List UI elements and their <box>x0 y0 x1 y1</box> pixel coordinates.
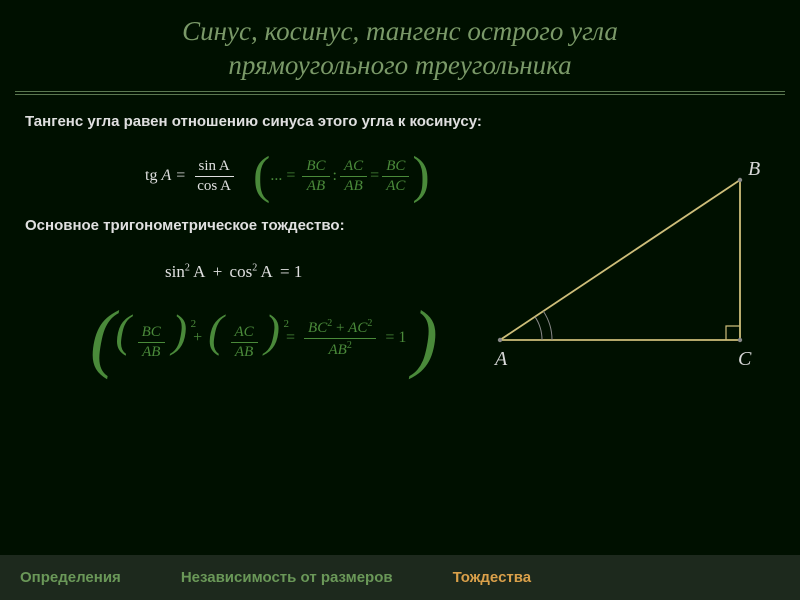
plus-sign: + <box>193 329 202 347</box>
frac-bc-ab: BC AB <box>302 158 329 195</box>
equals-one: = 1 <box>385 329 406 347</box>
title-line-2: прямоугольного треугольника <box>228 50 571 80</box>
vertex-label-b: B <box>748 158 760 181</box>
title-line-1: Синус, косинус, тангенс острого угла <box>182 16 618 46</box>
tg-label: tg <box>145 167 157 185</box>
vertex-label-c: C <box>738 348 751 371</box>
eq-op: = <box>370 167 379 185</box>
slide-title: Синус, косинус, тангенс острого угла пря… <box>0 0 800 91</box>
outer-paren-left-icon: ( <box>90 312 115 365</box>
frac-den: cos A <box>193 177 235 195</box>
eq-sign: = <box>176 167 185 185</box>
title-divider <box>15 91 785 95</box>
tab-definitions[interactable]: Определения <box>20 569 121 586</box>
term1: ( BC AB ) 2 <box>115 316 187 361</box>
sin-cos-fraction: sin A cos A <box>193 158 235 195</box>
division-op: : <box>333 167 337 185</box>
tab-independence[interactable]: Независимость от размеров <box>181 569 393 586</box>
frac-num: sin A <box>195 158 234 177</box>
vertex-label-a: A <box>495 348 507 371</box>
deriv-prefix: ... = <box>270 167 295 185</box>
triangle-diagram: A B C <box>480 170 770 390</box>
footer-tabs: Определения Независимость от размеров То… <box>0 555 800 600</box>
term2: ( AC AB ) 2 <box>208 316 280 361</box>
ratio-derivation: ( ... = BC AB : AC AB = BC AC ) <box>253 158 430 195</box>
tg-var: A <box>161 167 171 185</box>
paren-left-icon: ( <box>253 158 270 194</box>
frac-bc-ac: BC AC <box>382 158 409 195</box>
outer-paren-right-icon: ) <box>412 312 437 365</box>
triangle-svg <box>480 170 770 390</box>
frac-ac-ab: AC AB <box>340 158 367 195</box>
sum-fraction: BC2 + AC2 AB2 <box>304 318 376 359</box>
paren-right-icon: ) <box>412 158 429 194</box>
statement-tangent: Тангенс угла равен отношению синуса этог… <box>25 113 775 130</box>
eq-sign-2: = <box>286 329 295 347</box>
tab-identities[interactable]: Тождества <box>453 569 532 586</box>
